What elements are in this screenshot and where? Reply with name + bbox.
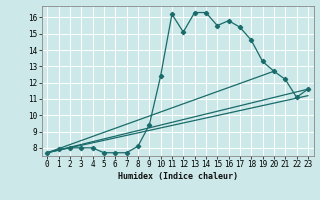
X-axis label: Humidex (Indice chaleur): Humidex (Indice chaleur) <box>118 172 237 181</box>
